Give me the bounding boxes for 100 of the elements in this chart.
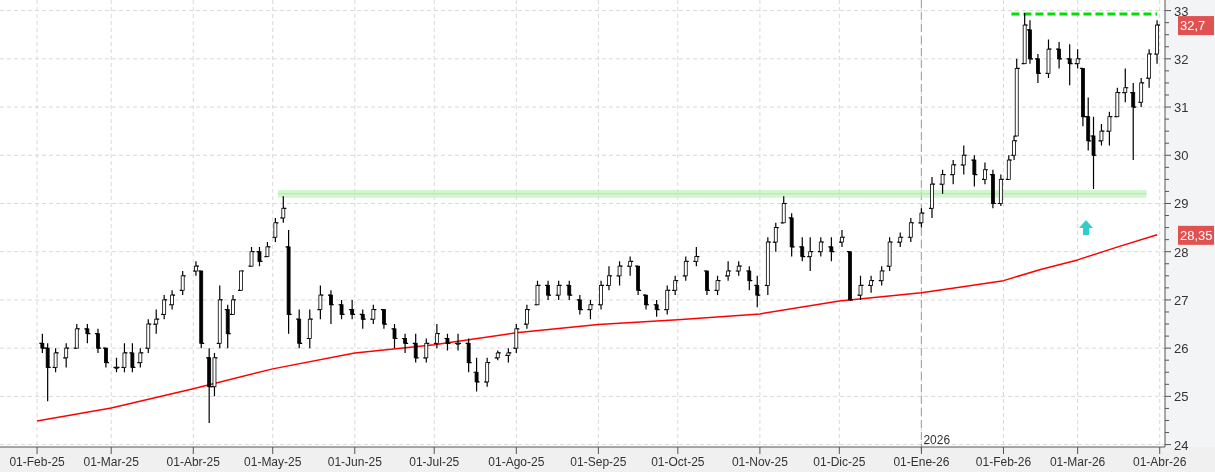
candlestick bbox=[556, 280, 561, 301]
candlestick bbox=[286, 229, 291, 335]
candlestick bbox=[961, 145, 966, 176]
candlestick bbox=[64, 342, 69, 369]
y-tick-label: 28 bbox=[1174, 244, 1189, 260]
candlestick bbox=[154, 308, 159, 335]
candlestick bbox=[445, 333, 450, 352]
x-tick-label: 01-May-25 bbox=[244, 455, 302, 469]
x-tick-label: 01-Abr-26 bbox=[1133, 455, 1187, 469]
candlestick bbox=[1131, 82, 1136, 161]
text: 28,35 bbox=[1180, 227, 1213, 243]
candlestick bbox=[146, 318, 151, 354]
candlestick bbox=[736, 260, 741, 277]
candlestick bbox=[789, 212, 794, 258]
x-tick-label: 01-Dic-25 bbox=[813, 455, 866, 469]
candlestick bbox=[371, 304, 376, 325]
candlestick bbox=[636, 265, 640, 296]
candlestick bbox=[705, 270, 709, 296]
candlestick bbox=[599, 280, 603, 311]
candlestick bbox=[567, 280, 572, 301]
candlestick bbox=[297, 308, 302, 349]
candlestick bbox=[170, 289, 174, 311]
candlestick bbox=[525, 304, 529, 330]
candlestick bbox=[360, 308, 365, 330]
candlestick bbox=[858, 275, 863, 301]
candlestick bbox=[249, 246, 254, 267]
candlestick bbox=[281, 195, 286, 224]
candlestick bbox=[1036, 53, 1040, 84]
candlestick bbox=[456, 333, 460, 352]
candlestick bbox=[848, 251, 852, 301]
candlestick bbox=[485, 357, 490, 388]
candlestick bbox=[818, 236, 823, 258]
candlestick bbox=[122, 342, 127, 373]
candlestick bbox=[588, 299, 593, 320]
candlestick bbox=[1046, 38, 1051, 79]
candlestick bbox=[350, 299, 355, 320]
candlestick bbox=[1057, 41, 1061, 70]
candlestick bbox=[781, 195, 786, 224]
candlestick bbox=[1155, 19, 1159, 65]
candlestick bbox=[694, 246, 699, 267]
candlestick bbox=[998, 173, 1003, 207]
candlestick bbox=[1006, 154, 1011, 180]
y-tick-label: 33 bbox=[1174, 3, 1189, 19]
x-tick-label: 01-Mar-25 bbox=[83, 455, 140, 469]
candlestick bbox=[908, 217, 913, 243]
candlestick bbox=[617, 260, 622, 287]
candlestick bbox=[665, 284, 670, 315]
candlestick bbox=[53, 347, 58, 373]
candlestick bbox=[829, 236, 834, 262]
candlestick bbox=[654, 299, 659, 318]
candlestick bbox=[403, 333, 407, 354]
candlestick bbox=[726, 260, 731, 282]
y-tick-label: 25 bbox=[1174, 389, 1189, 405]
ref-line-label: 2026 bbox=[923, 433, 951, 447]
candlestick bbox=[577, 294, 582, 315]
candlestick bbox=[773, 222, 778, 253]
candlestick bbox=[972, 154, 977, 188]
candlestick bbox=[96, 328, 100, 354]
candlestick bbox=[683, 255, 688, 282]
line-series bbox=[36, 234, 1158, 422]
candlestick bbox=[413, 333, 418, 364]
candlestick bbox=[644, 294, 648, 311]
candlestick bbox=[607, 265, 611, 291]
x-tick-label: 01-Jul-25 bbox=[409, 455, 460, 469]
candlestick bbox=[85, 323, 90, 344]
text: 32,7 bbox=[1180, 18, 1206, 34]
candlestick bbox=[715, 275, 720, 296]
candlestick bbox=[983, 161, 987, 185]
y-tick-label: 27 bbox=[1174, 292, 1189, 308]
candlestick bbox=[392, 323, 397, 349]
candlestick bbox=[546, 280, 550, 301]
candlestick bbox=[130, 342, 135, 373]
y-tick-label: 31 bbox=[1174, 100, 1189, 116]
y-tick-label: 30 bbox=[1174, 148, 1189, 164]
candlestick bbox=[318, 284, 323, 320]
candlestick bbox=[919, 207, 924, 229]
x-tick-label: 01-Jun-25 bbox=[327, 455, 383, 469]
candlestick bbox=[138, 347, 143, 369]
candlestick bbox=[628, 255, 633, 277]
candlestick bbox=[514, 323, 519, 354]
candlestick bbox=[673, 275, 678, 296]
candlestick bbox=[951, 159, 956, 185]
candlestick bbox=[755, 275, 760, 308]
candlestick bbox=[1139, 77, 1144, 108]
y-tick-label: 32 bbox=[1174, 51, 1189, 67]
x-tick-label: 01-Nov-25 bbox=[731, 455, 789, 469]
candlestick bbox=[257, 246, 262, 267]
candlestick bbox=[506, 347, 511, 364]
candlestick bbox=[1107, 111, 1112, 147]
x-tick-label: 01-Feb-25 bbox=[9, 455, 66, 469]
candlestick bbox=[765, 236, 770, 296]
candlestick bbox=[74, 323, 79, 349]
candlestick bbox=[339, 299, 344, 320]
y-tick-label: 26 bbox=[1174, 341, 1189, 357]
candlestick bbox=[808, 236, 813, 272]
candlestick bbox=[239, 270, 243, 291]
candlestick bbox=[1115, 87, 1120, 118]
candlestick bbox=[114, 357, 119, 373]
candlestick bbox=[104, 347, 108, 369]
candlestick bbox=[898, 231, 903, 248]
